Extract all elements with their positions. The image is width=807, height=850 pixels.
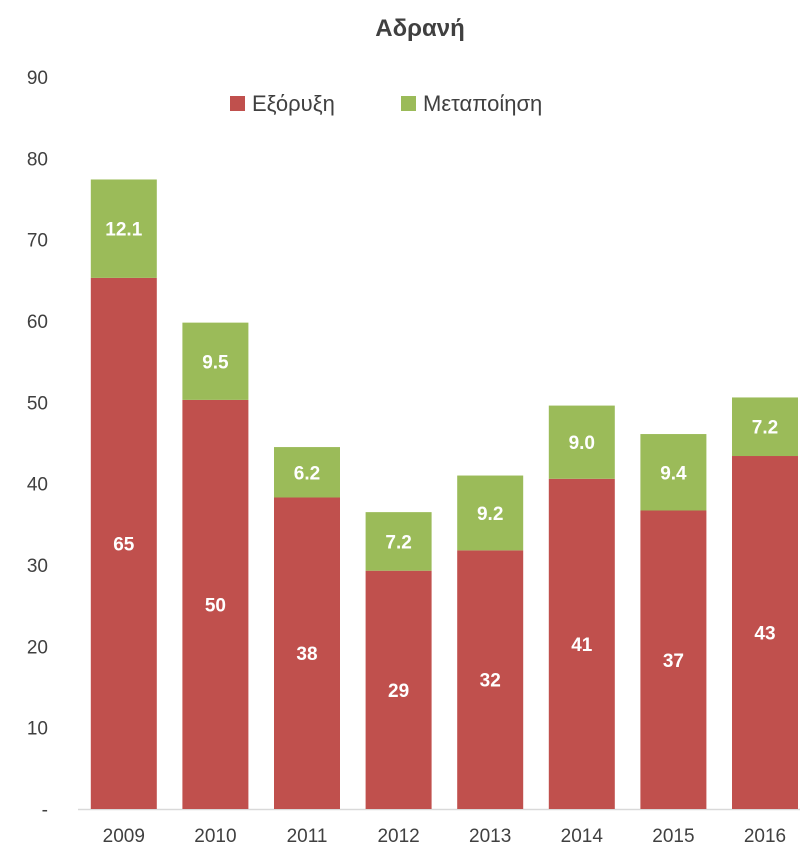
y-axis: - 10 20 30 40 50 60 70 80 90 bbox=[27, 68, 48, 821]
bar-segment-mining bbox=[457, 550, 524, 809]
x-tick-label: 2009 bbox=[103, 826, 145, 847]
data-label: 9.0 bbox=[569, 433, 595, 454]
bar-segment-processing bbox=[732, 397, 798, 457]
data-label: 7.2 bbox=[385, 532, 411, 553]
legend: Εξόρυξη Μεταποίηση bbox=[230, 91, 542, 116]
y-tick-label: 20 bbox=[27, 637, 48, 658]
data-label: 65 bbox=[113, 534, 135, 555]
data-label: 43 bbox=[754, 624, 775, 645]
bar-segment-processing bbox=[548, 405, 615, 479]
bar-segment-mining bbox=[274, 497, 340, 809]
y-tick-label: 40 bbox=[27, 475, 48, 496]
bar-segment-mining bbox=[640, 510, 707, 809]
x-tick-label: 2012 bbox=[377, 826, 419, 847]
x-tick-label: 2013 bbox=[469, 826, 511, 847]
data-label: 12.1 bbox=[105, 220, 142, 241]
data-label: 9.4 bbox=[660, 463, 687, 484]
x-tick-label: 2011 bbox=[287, 826, 328, 847]
bar-segment-mining bbox=[548, 478, 615, 809]
y-tick-label: 30 bbox=[27, 556, 48, 577]
data-label: 6.2 bbox=[294, 463, 320, 484]
y-tick-label: 90 bbox=[27, 68, 48, 89]
bars-group: 65 12.1 50 9.5 38 6.2 29 7.2 32 9.2 41 9.0 37 9.4 43 7.… bbox=[90, 179, 798, 810]
bar-segment-processing bbox=[457, 475, 524, 551]
data-label: 9.2 bbox=[477, 504, 503, 525]
bar-segment-processing bbox=[274, 447, 340, 498]
bar-segment-processing bbox=[365, 512, 432, 571]
chart-title: Αδρανή bbox=[375, 15, 465, 42]
x-tick-label: 2010 bbox=[194, 826, 236, 847]
bar-segment-processing bbox=[182, 322, 249, 400]
x-tick-label: 2014 bbox=[561, 826, 604, 847]
data-label: 37 bbox=[663, 651, 684, 672]
y-tick-label: - bbox=[42, 800, 48, 821]
data-label: 32 bbox=[480, 671, 501, 692]
legend-swatch bbox=[230, 96, 245, 111]
data-label: 7.2 bbox=[752, 418, 778, 439]
y-tick-label: 80 bbox=[27, 149, 48, 170]
bar-segment-mining bbox=[732, 456, 798, 809]
y-tick-label: 60 bbox=[27, 312, 48, 333]
bar-segment-processing bbox=[90, 179, 157, 278]
data-label: 29 bbox=[388, 681, 409, 702]
x-tick-label: 2016 bbox=[744, 826, 786, 847]
y-tick-label: 10 bbox=[27, 719, 48, 740]
data-label: 41 bbox=[571, 635, 593, 656]
bar-segment-processing bbox=[640, 434, 707, 511]
legend-label: Μεταποίηση bbox=[423, 91, 542, 116]
legend-label: Εξόρυξη bbox=[252, 91, 335, 116]
x-tick-label: 2015 bbox=[652, 826, 694, 847]
x-axis: 2009 2010 2011 2012 2013 2014 2015 2016 bbox=[78, 808, 800, 847]
bar-segment-mining bbox=[90, 277, 157, 810]
bar-segment-mining bbox=[365, 570, 432, 809]
legend-swatch bbox=[401, 96, 416, 111]
data-label: 9.5 bbox=[202, 352, 229, 373]
data-label: 38 bbox=[296, 644, 317, 665]
y-tick-label: 50 bbox=[27, 393, 48, 414]
bar-segment-mining bbox=[182, 399, 249, 809]
y-tick-label: 70 bbox=[27, 231, 48, 252]
data-label: 50 bbox=[205, 595, 226, 616]
